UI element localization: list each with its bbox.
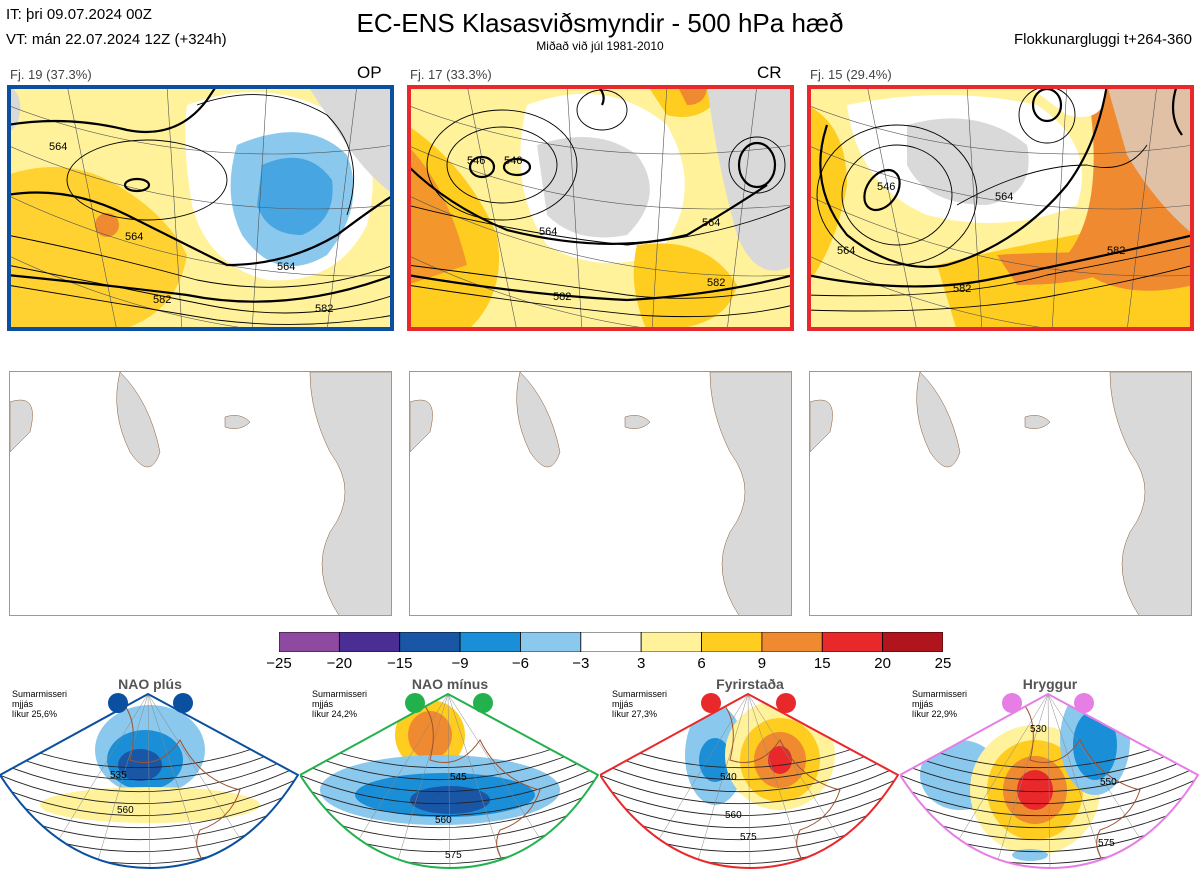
cluster-2-code: CR xyxy=(757,63,782,82)
regime-note-line: mjjás xyxy=(912,699,934,709)
cluster-3-label: Fj. 15 (29.4%) xyxy=(810,67,892,82)
contour-label: 582 xyxy=(553,291,572,303)
regime-note-line: mjjás xyxy=(612,699,634,709)
regime-contour-label: 550 xyxy=(1100,777,1117,788)
contour-label: 582 xyxy=(315,303,334,315)
contour-label: 582 xyxy=(1107,245,1126,257)
regime-note-line: líkur 27,3% xyxy=(612,709,658,719)
regime-contour-label: 560 xyxy=(725,810,742,821)
colorbar-tick-label: −25 xyxy=(266,655,292,672)
regime-title: NAO mínus xyxy=(411,676,489,692)
regime-marker-dot xyxy=(1002,693,1022,713)
regime-contour-label: 540 xyxy=(720,772,737,783)
contour-label: 582 xyxy=(707,277,726,289)
colorbar-tick-label: 9 xyxy=(757,655,767,672)
colorbar-tick-label: −15 xyxy=(386,655,413,672)
contour-label: 582 xyxy=(153,294,172,306)
colorbar-segment xyxy=(701,631,763,653)
cluster-1-label: Fj. 19 (37.3%) xyxy=(10,67,92,82)
valid-time: VT: mán 22.07.2024 12Z (+324h) xyxy=(6,31,227,48)
regime-marker-dot xyxy=(473,693,493,713)
colorbar-tick-label: −9 xyxy=(451,655,469,672)
colorbar-tick-label: 3 xyxy=(637,655,646,672)
cluster-2-label: Fj. 17 (33.3%) xyxy=(410,67,492,82)
contour-label: 546 xyxy=(467,155,486,167)
regime-contour-label: 575 xyxy=(445,850,462,861)
regime-contour-label: 535 xyxy=(110,770,127,781)
contour-label: 546 xyxy=(877,181,896,193)
regime-contour-label: 560 xyxy=(117,805,134,816)
regime-marker-dot xyxy=(405,693,425,713)
regime-note-line: Sumarmisseri xyxy=(12,689,68,699)
regime-title: NAO plús xyxy=(118,676,182,692)
regime-contour-label: 530 xyxy=(1030,724,1047,735)
colorbar-segment xyxy=(640,631,702,653)
contour-label: 564 xyxy=(995,191,1014,203)
init-time: IT: þri 09.07.2024 00Z xyxy=(6,6,152,23)
regime-note-line: mjjás xyxy=(312,699,334,709)
colorbar-segment xyxy=(882,631,944,653)
regime-marker-dot xyxy=(776,693,796,713)
regime-title: Fyrirstaða xyxy=(716,676,784,692)
colorbar-tick-label: 25 xyxy=(934,655,952,672)
regime-marker-dot xyxy=(701,693,721,713)
colorbar-tick-label: −20 xyxy=(326,655,353,672)
cluster-2-anomaly-map[interactable] xyxy=(409,371,792,616)
regime-marker-dot xyxy=(1074,693,1094,713)
contour-label: 582 xyxy=(953,283,972,295)
climatology-subtitle: Miðað við júl 1981-2010 xyxy=(536,39,664,53)
cluster-3-anomaly-map[interactable] xyxy=(809,371,1192,616)
regime-note-line: líkur 24,2% xyxy=(312,709,358,719)
regime-note-line: líkur 25,6% xyxy=(12,709,58,719)
anomaly-colorbar xyxy=(278,631,944,657)
colorbar-segment xyxy=(761,631,823,653)
contour-label: 564 xyxy=(837,245,856,257)
colorbar-tick-label: 15 xyxy=(813,655,831,672)
regime-contour-label: 575 xyxy=(1098,838,1115,849)
regime-map xyxy=(300,692,600,870)
colorbar-segment xyxy=(821,631,884,653)
cluster-2-map[interactable]: 546 546 564 564 582 582 xyxy=(407,85,794,331)
regime-map xyxy=(900,692,1200,870)
cluster-1-code: OP xyxy=(357,63,382,82)
regime-contour-label: 560 xyxy=(435,815,452,826)
colorbar-segment xyxy=(520,631,582,653)
regime-contour-label: 575 xyxy=(740,832,757,843)
colorbar-tick-label: −3 xyxy=(572,655,590,672)
colorbar-segment xyxy=(399,631,461,653)
colorbar-segment xyxy=(459,631,521,653)
regime-note-line: Sumarmisseri xyxy=(312,689,368,699)
colorbar-segment xyxy=(338,631,401,653)
classification-window: Flokkunargluggi t+264-360 xyxy=(1013,31,1192,48)
colorbar-tick-label: −6 xyxy=(511,655,529,672)
regime-note-line: Sumarmisseri xyxy=(912,689,968,699)
cluster-1-anomaly-map[interactable] xyxy=(9,371,392,616)
regime-contour-label: 545 xyxy=(450,772,467,783)
contour-label: 564 xyxy=(702,217,721,229)
contour-label: 564 xyxy=(277,261,296,273)
regime-title: Hryggur xyxy=(1022,676,1078,692)
regime-note-line: mjjás xyxy=(12,699,34,709)
regime-map xyxy=(0,692,300,870)
contour-label: 564 xyxy=(125,231,144,243)
contour-label: 546 xyxy=(504,155,523,167)
regime-map xyxy=(600,692,900,870)
regime-marker-dot xyxy=(108,693,128,713)
colorbar-tick-label: 6 xyxy=(697,655,706,672)
colorbar-segment xyxy=(580,631,642,653)
colorbar-segment xyxy=(278,631,340,653)
regime-note-line: líkur 22,9% xyxy=(912,709,958,719)
colorbar-tick-label: 20 xyxy=(874,655,891,672)
regime-marker-dot xyxy=(173,693,193,713)
contour-label: 564 xyxy=(539,226,558,238)
contour-label: 564 xyxy=(49,141,68,153)
cluster-3-map[interactable]: 546 564 564 582 582 xyxy=(807,85,1194,331)
regime-note-line: Sumarmisseri xyxy=(612,689,668,699)
cluster-1-map[interactable]: 564 564 564 582 582 xyxy=(7,85,394,331)
page-title: EC-ENS Klasasviðsmyndir - 500 hPa hæð xyxy=(356,8,844,38)
